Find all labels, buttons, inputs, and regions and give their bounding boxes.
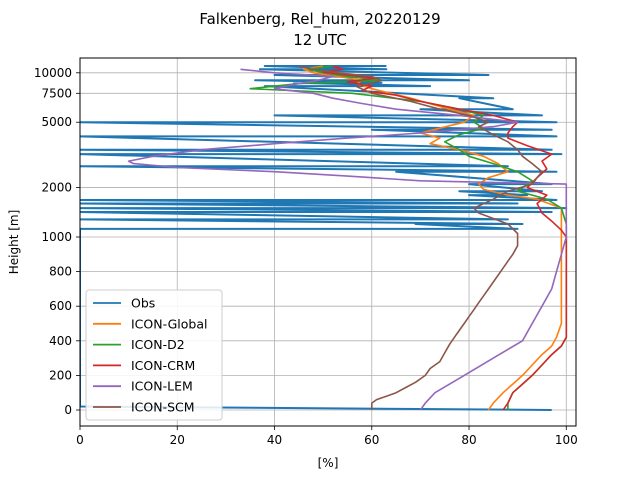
- x-tick-label: 80: [461, 433, 476, 447]
- y-tick-label: 800: [49, 265, 72, 279]
- axis-ticks: 0 20 40 60 80 1000200400600800100020005000750…: [34, 66, 578, 447]
- y-tick-label: 2000: [41, 181, 72, 195]
- y-tick-label: 1000: [41, 230, 72, 244]
- y-tick-label: 10000: [34, 66, 72, 80]
- y-tick-label: 200: [49, 368, 72, 382]
- x-tick-label: 40: [267, 433, 282, 447]
- chart-title-line1: Falkenberg, Rel_hum, 20220129: [199, 10, 440, 29]
- legend-label: ICON-SCM: [131, 400, 195, 415]
- legend-label: Obs: [131, 296, 155, 311]
- plot-frame: [79, 57, 577, 427]
- x-axis-label: [%]: [318, 456, 339, 470]
- legend: Obs ICON-Global ICON-D2 ICON-CRM ICON-LEM ICO…: [85, 289, 223, 421]
- x-tick-label: 100: [555, 433, 578, 447]
- series-line-icon-scm: [298, 65, 543, 410]
- legend-label: ICON-D2: [131, 337, 185, 352]
- series-line-icon-lem: [127, 68, 568, 411]
- chart-title-line2: 12 UTC: [293, 31, 347, 49]
- x-tick-label: 0: [76, 433, 84, 447]
- y-axis-label: Height [m]: [7, 210, 21, 275]
- legend-label: ICON-LEM: [131, 379, 193, 394]
- y-tick-label: 7500: [41, 86, 72, 100]
- series-line-icon-global: [302, 65, 563, 411]
- series-layer: [80, 65, 568, 411]
- y-tick-label: 600: [49, 299, 72, 313]
- legend-box: [85, 289, 223, 421]
- y-tick-label: 0: [64, 403, 72, 417]
- y-tick-label: 400: [49, 334, 72, 348]
- series-line-icon-d2: [249, 65, 568, 410]
- series-line-icon-crm: [322, 65, 568, 411]
- y-tick-label: 5000: [41, 115, 72, 129]
- x-tick-label: 20: [170, 433, 185, 447]
- legend-label: ICON-CRM: [131, 358, 195, 373]
- legend-label: ICON-Global: [131, 316, 207, 331]
- x-tick-label: 60: [364, 433, 379, 447]
